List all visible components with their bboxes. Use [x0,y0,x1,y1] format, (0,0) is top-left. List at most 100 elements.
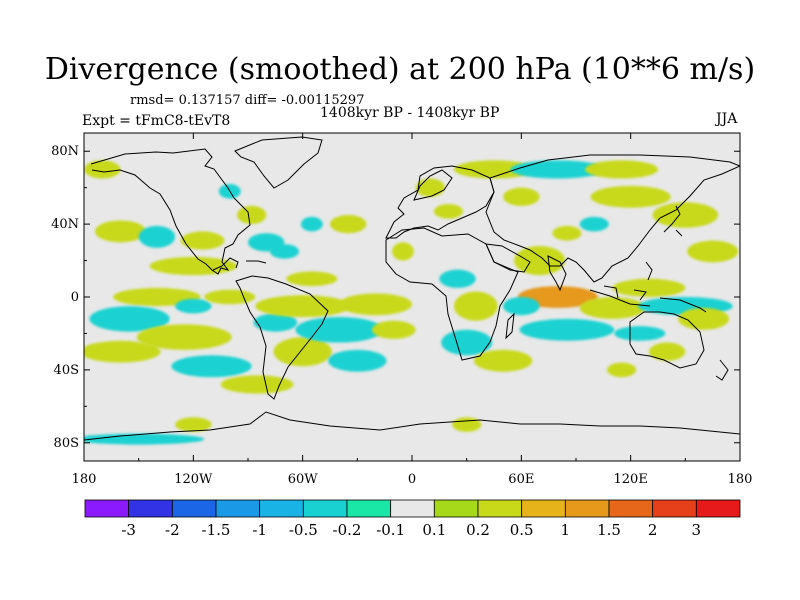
divergence-region [175,417,212,432]
divergence-region [138,225,176,248]
colorbar-swatch [128,499,173,518]
divergence-region [590,185,671,208]
colorbar-swatch [215,499,261,518]
divergence-region [136,324,232,350]
stats-line: rmsd= 0.137157 diff= -0.00115297 [130,93,364,108]
lat-label: 40S [54,363,79,378]
divergence-region [149,256,238,276]
coast-north-america [90,148,251,275]
coast-new-guinea [659,297,707,313]
coast-arabia [485,243,531,273]
coast-greenland [234,136,323,189]
divergence-region [433,204,464,219]
colorbar-swatch [84,499,130,518]
lon-label: 180 [72,472,97,487]
lon-label: 60E [508,472,534,487]
divergence-region [328,349,387,372]
colorbar-label: -2 [165,521,180,539]
rmsd-value: 0.137157 [178,93,241,108]
divergence-region [687,240,739,263]
divergence-region [273,337,332,367]
colorbar-label: -0.1 [376,521,405,539]
rmsd-label: rmsd= [130,93,175,108]
divergence-region [614,326,666,341]
colorbar-swatch [346,499,392,518]
colorbar-swatch [433,499,479,518]
divergence-region [253,313,298,332]
colorbar-label: -1.5 [202,521,231,539]
lon-label: 180 [728,472,753,487]
diff-value: -0.00115297 [281,93,365,108]
divergence-region [330,215,367,234]
lon-label: 120W [174,472,213,487]
coast-africa [385,227,519,361]
coast-indonesia [589,285,651,307]
divergence-region [180,231,225,250]
divergence-region [371,320,416,339]
divergence-region [503,187,540,206]
divergence-region [519,318,615,341]
colorbar-swatch [564,499,610,518]
lon-label: 120E [614,472,648,487]
lat-label: 80S [54,436,79,451]
divergence-region [255,295,351,318]
colorbar-label: 0.5 [510,521,534,539]
divergence-region [652,202,719,228]
colorbar-label: 0.2 [466,521,490,539]
divergence-region [269,244,300,259]
colorbar-label: 1.5 [597,521,621,539]
divergence-region [339,293,412,316]
colorbar-swatch [695,499,741,518]
divergence-region [510,160,606,179]
colorbar-label: 1 [561,521,571,539]
colorbar-swatch [302,499,348,518]
divergence-region [84,340,161,363]
divergence-region [84,160,121,179]
divergence-region [286,271,338,287]
lat-label: 40N [51,217,79,232]
divergence-region [579,297,646,319]
lon-label: 60W [288,472,319,487]
divergence-region [94,220,146,243]
divergence-region [441,329,493,356]
divergence-region [579,216,609,232]
divergence-region [204,289,256,305]
divergence-region [175,298,212,314]
divergence-region [237,205,267,225]
season-label: JJA [716,111,738,127]
divergence-region [171,355,252,378]
period-subtitle: 1408kyr BP - 1408kyr BP [320,105,500,121]
coast-japan [663,205,683,237]
divergence-region [439,269,476,288]
coast-new-zealand [715,359,729,381]
colorbar-swatch [171,499,217,518]
colorbar-label: 0.1 [422,521,446,539]
divergence-region [552,225,582,241]
divergence-region [453,291,498,321]
plot-title: Divergence (smoothed) at 200 hPa (10**6 … [44,52,756,87]
coast-scandinavia [413,169,453,201]
divergence-region [452,417,482,432]
coast-india [547,255,567,292]
colorbar-label: 2 [648,521,658,539]
colorbar-label: 3 [692,521,702,539]
colorbar-swatch [521,499,566,518]
colorbar-label: -0.2 [333,521,362,539]
lat-label: 0 [71,290,79,305]
coast-caribbean [246,260,267,264]
divergence-region [453,160,535,179]
coast-south-america [235,275,329,400]
divergence-region [295,317,383,343]
colorbar-swatch [390,499,435,518]
coast-australia [629,311,705,369]
divergence-region [503,297,540,316]
divergence-region [648,342,686,361]
diff-label: diff= [244,93,278,108]
divergence-region [678,307,730,330]
colorbar-swatch [477,499,523,518]
divergence-region [606,362,637,378]
divergence-region [113,287,201,307]
coast-philippines [645,261,653,281]
coast-gulf [212,257,239,271]
